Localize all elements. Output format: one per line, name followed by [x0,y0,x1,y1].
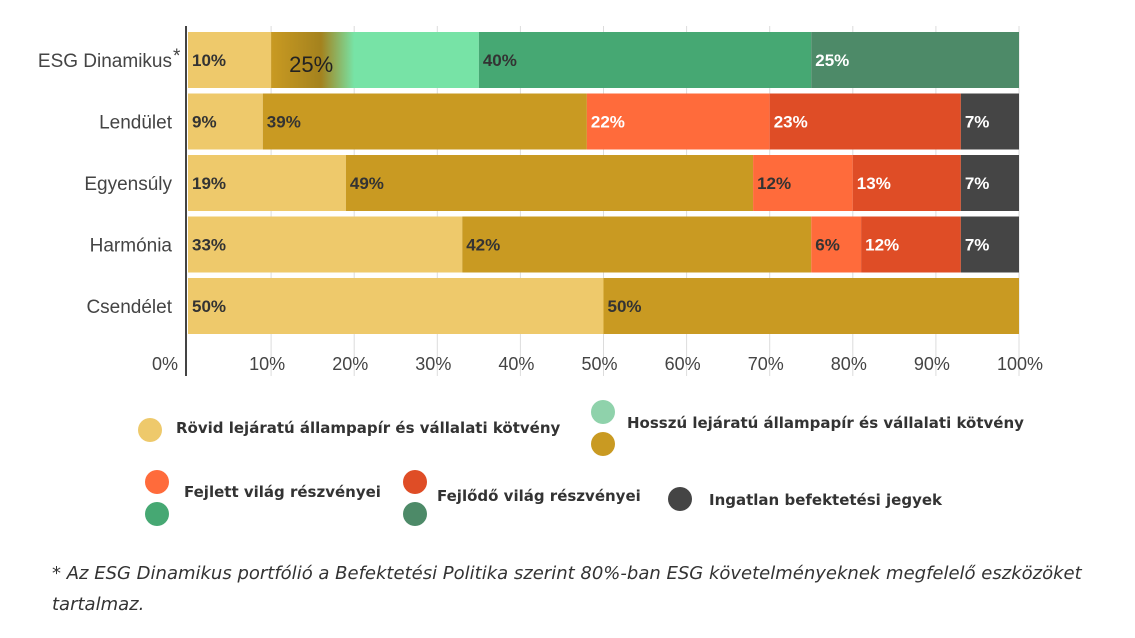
data-label: 49% [350,174,384,193]
data-label: 12% [865,236,899,255]
legend-label-real-estate: Ingatlan befektetési jegyek [709,491,942,509]
bar-segment [852,155,961,211]
legend-swatch-short-bonds [138,418,162,442]
x-tick-label: 30% [415,354,451,374]
data-label: 40% [483,51,517,70]
data-label: 9% [192,113,217,132]
data-label: 10% [192,51,226,70]
bar-segment [960,155,1019,211]
data-label: 7% [965,174,990,193]
category-label: ESG Dinamikus [38,51,172,72]
bar-segment [188,155,346,211]
data-label: 7% [965,236,990,255]
x-tick-label: 10% [249,354,285,374]
bar-segment [188,32,272,88]
bar-segment [603,278,1019,334]
data-label: 22% [591,113,625,132]
data-label: 12% [757,174,791,193]
bar-segment [262,93,587,150]
data-label: 39% [267,113,301,132]
x-tick-label: 90% [914,354,950,374]
data-label: 6% [815,236,840,255]
data-label: 7% [965,113,990,132]
x-tick-label: 20% [332,354,368,374]
legend-label-emerging-equity: Fejlődő világ részvényei [437,487,641,505]
category-label: Lendület [99,113,173,134]
category-asterisk: * [173,46,181,67]
stacked-bar-chart: 10% 25% 40% 25% ESG Dinamikus * 9% 39% 22% 23% 7% L… [38,26,1043,376]
bar-segment [586,93,770,150]
x-tick-label: 50% [582,354,618,374]
legend-swatch-long-bonds [591,432,615,456]
data-label: 23% [774,113,808,132]
x-tick-label: 60% [665,354,701,374]
bar-segment [753,155,853,211]
bar-segment [478,32,812,88]
bar-segment [271,32,479,88]
legend-label-short-bonds: Rövid lejáratú állampapír és vállalati k… [176,419,561,437]
bar-segment [188,216,463,273]
bar-segment [462,216,812,273]
data-label: 13% [857,174,891,193]
data-label: 42% [466,236,500,255]
footnote: * Az ESG Dinamikus portfólió a Befekteté… [52,563,1082,615]
bar-segment [960,216,1019,273]
x-tick-label: 100% [997,354,1043,374]
bar-segment [811,216,862,273]
x-tick-label: 40% [498,354,534,374]
bar-segment [188,278,604,334]
legend-swatch-emerging-equity-esg [403,502,427,526]
bar-segment [769,93,961,150]
bar-segment [861,216,961,273]
x-tick-label: 70% [748,354,784,374]
data-label: 50% [608,297,642,316]
bar-segment [960,93,1019,150]
legend-label-long-bonds: Hosszú lejáratú állampapír és vállalati … [627,414,1024,432]
data-label: 25% [289,52,333,77]
category-label: Egyensúly [84,174,172,195]
bar-segment [811,32,1019,88]
legend-swatch-developed-equity-esg [145,502,169,526]
data-label: 19% [192,174,226,193]
category-label: Harmónia [90,236,173,257]
data-label: 50% [192,297,226,316]
legend-label-developed-equity: Fejlett világ részvényei [184,483,381,501]
legend-swatch-emerging-equity [403,470,427,494]
bar-segment [345,155,754,211]
x-tick-label: 80% [831,354,867,374]
legend-swatch-developed-equity [145,470,169,494]
legend-swatch-real-estate [668,487,692,511]
data-label: 25% [815,51,849,70]
x-tick-label: 0% [152,354,178,374]
data-label: 33% [192,236,226,255]
bar-segment [188,93,263,150]
category-label: Csendélet [86,297,172,318]
legend-swatch-long-bonds-esg [591,400,615,424]
